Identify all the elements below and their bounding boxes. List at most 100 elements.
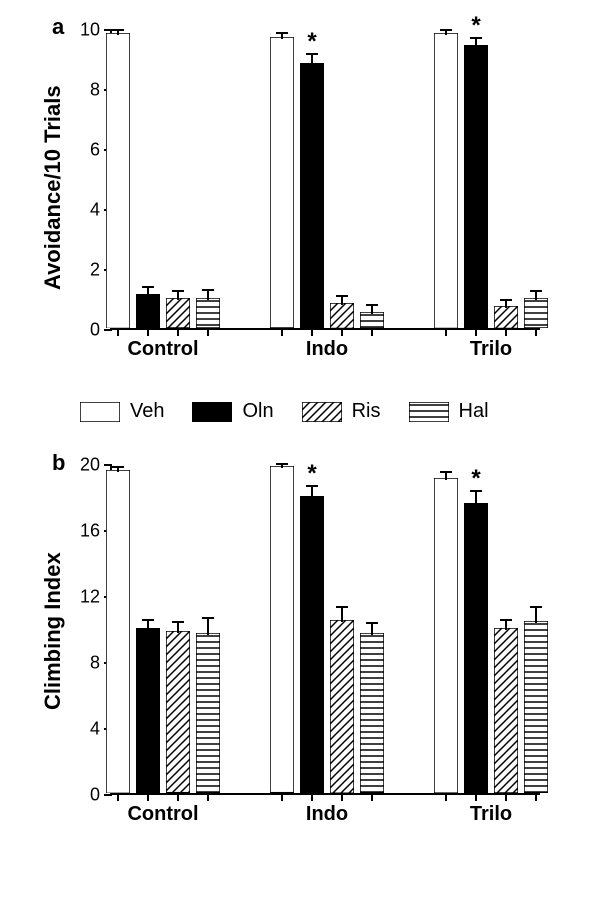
x-tick — [371, 793, 373, 801]
error-cap — [366, 622, 378, 624]
legend-swatch-ris — [302, 402, 342, 422]
error-bar — [371, 305, 373, 314]
bar-hal — [196, 633, 220, 793]
bar-hal — [196, 298, 220, 328]
error-cap — [276, 463, 288, 465]
error-cap — [142, 619, 154, 621]
legend-swatch-veh — [80, 402, 120, 422]
bar-hal — [360, 633, 384, 793]
error-bar — [445, 472, 447, 480]
bar-oln — [464, 503, 488, 793]
error-bar — [505, 620, 507, 630]
x-tick — [117, 793, 119, 801]
y-tick-label: 8 — [90, 653, 100, 674]
legend-label: Veh — [130, 400, 164, 423]
group-label: Indo — [306, 803, 348, 826]
significance-marker: * — [307, 460, 316, 488]
x-tick — [207, 328, 209, 336]
x-tick — [311, 793, 313, 801]
error-cap — [366, 304, 378, 306]
y-tick — [104, 29, 112, 31]
x-tick — [445, 328, 447, 336]
bar-hal — [360, 312, 384, 329]
x-tick — [505, 793, 507, 801]
error-cap — [142, 286, 154, 288]
error-bar — [207, 618, 209, 635]
bar-veh — [434, 478, 458, 793]
error-bar — [505, 300, 507, 308]
error-cap — [172, 621, 184, 623]
error-cap — [202, 289, 214, 291]
x-tick — [147, 793, 149, 801]
panel-a-ylabel: Avoidance/10 Trials — [40, 85, 66, 290]
panel-a-label: a — [52, 14, 64, 40]
bar-hal — [524, 298, 548, 328]
group-label: Trilo — [470, 338, 512, 361]
x-tick — [341, 328, 343, 336]
x-tick — [207, 793, 209, 801]
bar-hal — [524, 621, 548, 793]
panel-a-chart: 0246810ControlIndo*Trilo* — [110, 30, 540, 330]
panel-b-ylabel: Climbing Index — [40, 552, 66, 710]
bar-oln — [136, 628, 160, 793]
error-cap — [530, 290, 542, 292]
x-tick — [117, 328, 119, 336]
legend-label: Oln — [242, 400, 273, 423]
y-tick-label: 4 — [90, 200, 100, 221]
bar-veh — [434, 33, 458, 329]
legend-item-oln: Oln — [192, 400, 273, 423]
x-tick — [475, 793, 477, 801]
x-tick — [281, 793, 283, 801]
x-tick — [177, 793, 179, 801]
x-tick — [445, 793, 447, 801]
bar-veh — [106, 470, 130, 793]
error-bar — [535, 291, 537, 300]
x-tick — [371, 328, 373, 336]
significance-marker: * — [307, 28, 316, 56]
bar-oln — [300, 63, 324, 329]
bar-ris — [166, 631, 190, 793]
bar-ris — [494, 306, 518, 329]
y-tick-label: 10 — [80, 20, 100, 41]
legend-label: Hal — [459, 400, 489, 423]
error-bar — [207, 290, 209, 301]
y-tick-label: 12 — [80, 587, 100, 608]
y-tick-label: 2 — [90, 260, 100, 281]
bar-veh — [106, 33, 130, 329]
legend-swatch-oln — [192, 402, 232, 422]
group-label: Indo — [306, 338, 348, 361]
figure-page: { "layout": { "page_w": 600, "page_h": 9… — [0, 0, 600, 917]
error-bar — [535, 607, 537, 624]
x-tick — [475, 328, 477, 336]
x-tick — [147, 328, 149, 336]
group-label: Control — [127, 803, 198, 826]
x-tick — [535, 793, 537, 801]
legend: Veh Oln Ris Hal — [80, 400, 517, 423]
y-tick — [104, 464, 112, 466]
legend-label: Ris — [352, 400, 381, 423]
group-label: Trilo — [470, 803, 512, 826]
error-cap — [172, 290, 184, 292]
bar-ris — [494, 628, 518, 793]
bar-oln — [300, 496, 324, 793]
y-tick — [104, 794, 112, 796]
error-bar — [147, 620, 149, 630]
panel-b-label: b — [52, 450, 65, 476]
y-tick-label: 4 — [90, 719, 100, 740]
bar-veh — [270, 466, 294, 793]
significance-marker: * — [471, 465, 480, 493]
y-tick-label: 8 — [90, 80, 100, 101]
error-bar — [341, 296, 343, 305]
legend-item-ris: Ris — [302, 400, 381, 423]
error-bar — [177, 291, 179, 300]
bar-oln — [136, 294, 160, 329]
y-tick-label: 6 — [90, 140, 100, 161]
legend-swatch-hal — [409, 402, 449, 422]
legend-item-veh: Veh — [80, 400, 164, 423]
bar-ris — [330, 303, 354, 329]
error-cap — [500, 299, 512, 301]
error-cap — [112, 466, 124, 468]
group-label: Control — [127, 338, 198, 361]
bar-ris — [166, 298, 190, 328]
error-cap — [276, 32, 288, 34]
